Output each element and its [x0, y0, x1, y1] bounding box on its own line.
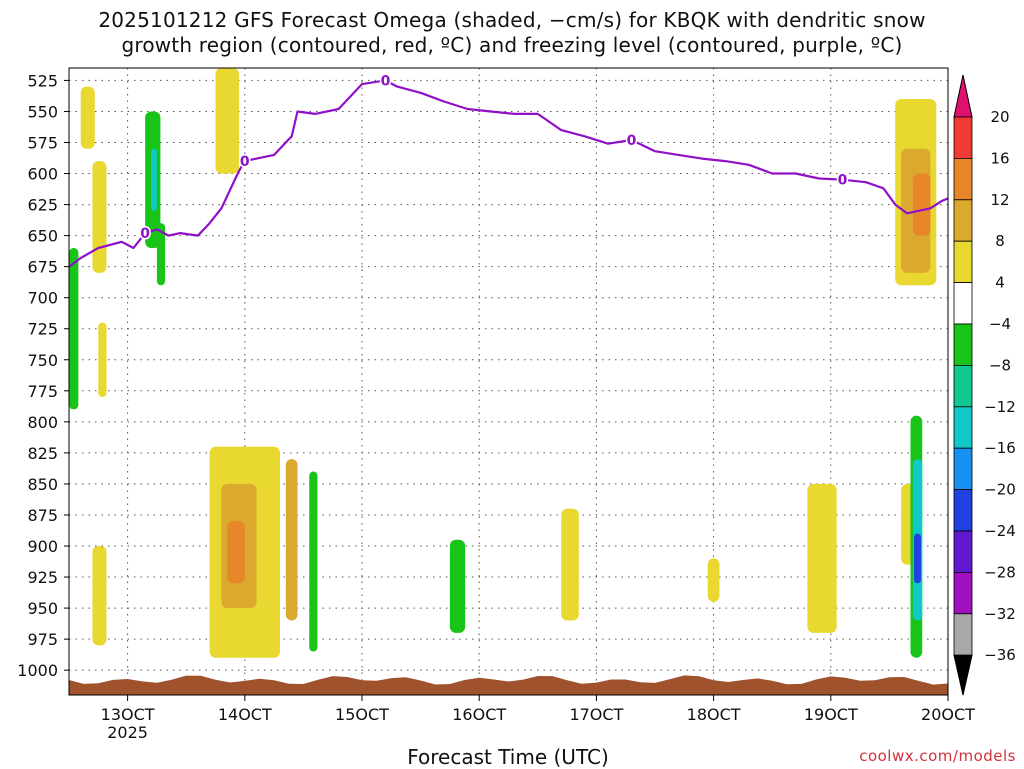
plot-frame	[68, 67, 949, 696]
colorbar-label-5: −4	[989, 315, 1011, 333]
x-tick-label-18: 18OCT	[687, 705, 741, 724]
freezing-level-line	[69, 79, 948, 268]
colorbar-bin-7	[953, 364, 973, 408]
omega-region-1	[92, 161, 107, 273]
chart-title: 2025101212 GFS Forecast Omega (shaded, −…	[0, 8, 1024, 58]
colorbar-bin-13	[953, 613, 973, 656]
x-tick-label-15: 15OCT	[335, 705, 389, 724]
y-axis-ticks: 525 550 575 600 625 650 675 700 725 750 775 800 825 8…	[17, 71, 69, 680]
x-tick-label-17: 17OCT	[569, 705, 623, 724]
freezing-level-label-0: 0	[140, 226, 150, 242]
x-tick-label-20: 20OCT	[921, 705, 975, 724]
y-tick-label-1000: 1000	[17, 661, 58, 680]
terrain-fill	[69, 675, 948, 695]
y-tick-label-550: 550	[27, 102, 58, 121]
omega-region-20	[912, 173, 931, 236]
omega-region-11	[227, 521, 245, 584]
omega-shading	[69, 68, 937, 658]
x-tick-label-13: 13OCT	[101, 705, 155, 724]
omega-region-2	[69, 248, 79, 410]
colorbar-label-7: −12	[984, 398, 1016, 416]
y-tick-label-725: 725	[27, 320, 58, 339]
y-tick-label-625: 625	[27, 196, 58, 215]
omega-region-12	[285, 459, 298, 621]
omega-region-17	[807, 483, 837, 633]
y-tick-label-650: 650	[27, 227, 58, 246]
omega-region-24	[914, 533, 922, 584]
y-tick-label-775: 775	[27, 382, 58, 401]
colorbar-label-8: −16	[984, 439, 1016, 457]
colorbar-top-triangle	[953, 74, 973, 118]
omega-region-14	[449, 539, 466, 633]
x-tick-label-14: 14OCT	[218, 705, 272, 724]
y-tick-label-875: 875	[27, 506, 58, 525]
freezing-level-label-2: 0	[381, 73, 391, 89]
omega-region-5	[156, 223, 166, 286]
freezing-level-label-4: 0	[838, 173, 848, 189]
colorbar-label-0: 20	[990, 108, 1009, 126]
y-tick-label-975: 975	[27, 630, 58, 649]
omega-region-8	[215, 68, 239, 174]
y-tick-label-825: 825	[27, 444, 58, 463]
colorbar-bin-10	[953, 489, 973, 532]
omega-region-15	[561, 508, 579, 621]
terrain-band	[69, 675, 948, 695]
y-tick-label-750: 750	[27, 351, 58, 370]
colorbar-bin-12	[953, 572, 973, 615]
x-tick-label-19: 19OCT	[804, 705, 858, 724]
y-tick-label-800: 800	[27, 413, 58, 432]
y-tick-label-700: 700	[27, 289, 58, 308]
x-tick-label-16: 16OCT	[452, 705, 506, 724]
colorbar: 20 16 12 8 4 −4 −8 −12 −16 −20 −24 −28 −32 −36	[953, 74, 1016, 696]
colorbar-bin-5	[953, 282, 973, 325]
colorbar-bin-4	[953, 240, 973, 283]
colorbar-bin-6	[953, 323, 973, 366]
chart-title-line2: growth region (contoured, red, ºC) and f…	[121, 33, 903, 57]
omega-region-13	[309, 471, 318, 652]
omega-region-0	[80, 86, 95, 149]
colorbar-bin-8	[953, 406, 973, 449]
omega-region-16	[707, 558, 720, 602]
y-tick-label-600: 600	[27, 165, 58, 184]
colorbar-bin-2	[953, 157, 973, 201]
colorbar-bin-1	[953, 116, 973, 159]
y-tick-label-525: 525	[27, 71, 58, 90]
colorbar-bin-11	[953, 530, 973, 573]
omega-region-4	[151, 148, 157, 211]
y-tick-label-675: 675	[27, 258, 58, 277]
chart-title-line1: 2025101212 GFS Forecast Omega (shaded, −…	[98, 8, 926, 32]
y-tick-label-575: 575	[27, 133, 58, 152]
credit-text: coolwx.com/models	[859, 747, 1016, 765]
colorbar-bin-3	[953, 199, 973, 242]
omega-region-7	[92, 546, 107, 646]
omega-region-6	[98, 322, 107, 398]
colorbar-label-13: −36	[984, 646, 1016, 664]
colorbar-label-3: 8	[995, 232, 1005, 250]
y-tick-label-900: 900	[27, 537, 58, 556]
colorbar-label-2: 12	[990, 191, 1009, 209]
freezing-level-label-3: 0	[627, 133, 637, 149]
colorbar-bin-9	[953, 447, 973, 491]
colorbar-label-12: −32	[984, 605, 1016, 623]
colorbar-label-11: −28	[984, 563, 1016, 581]
y-tick-label-850: 850	[27, 475, 58, 494]
colorbar-bottom-triangle	[953, 654, 973, 696]
colorbar-label-4: 4	[995, 274, 1005, 292]
freezing-level-contour: 0 0 0 0 0	[69, 72, 948, 268]
x-axis-year-label: 2025	[107, 723, 148, 742]
colorbar-label-10: −24	[984, 522, 1016, 540]
y-tick-label-950: 950	[27, 599, 58, 618]
x-axis-title: Forecast Time (UTC)	[407, 745, 609, 769]
colorbar-label-6: −8	[989, 356, 1011, 374]
colorbar-label-9: −20	[984, 481, 1016, 499]
x-axis-ticks: 13OCT 14OCT 15OCT 16OCT 17OCT 18OCT 19OCT 20OCT…	[101, 695, 975, 742]
freezing-level-label-1: 0	[240, 154, 250, 170]
colorbar-label-1: 16	[990, 149, 1009, 167]
y-tick-label-925: 925	[27, 568, 58, 587]
